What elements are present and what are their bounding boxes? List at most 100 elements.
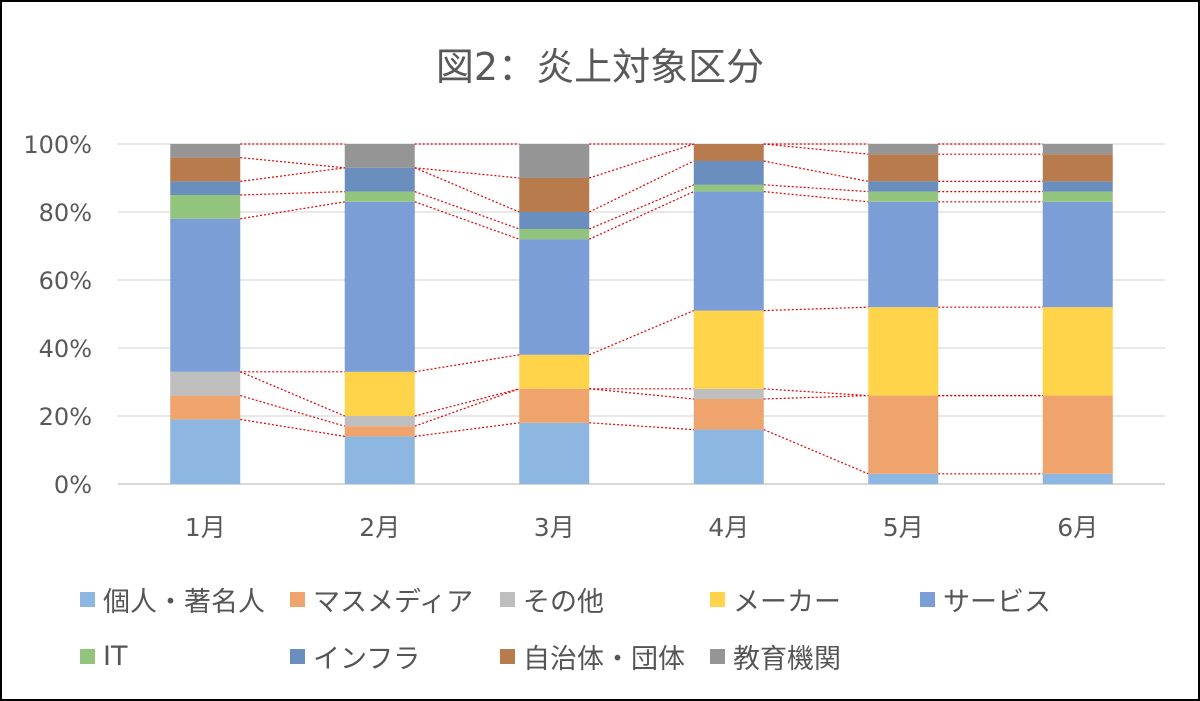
bar-segment xyxy=(344,167,415,192)
series-line xyxy=(240,395,345,427)
legend-item: 個人・著名人 xyxy=(80,583,265,618)
bar-segment xyxy=(868,191,939,202)
series-line xyxy=(240,418,345,437)
series-line xyxy=(414,201,520,240)
series-line xyxy=(414,354,520,373)
legend-item: 教育機関 xyxy=(710,640,841,675)
bar-segment xyxy=(519,422,590,484)
x-tick-label: 2月 xyxy=(359,513,400,542)
legend-label: インフラ xyxy=(313,643,421,675)
series-line xyxy=(763,429,869,475)
series-line xyxy=(763,184,869,193)
series-line xyxy=(589,191,694,240)
legend-label: その他 xyxy=(523,586,604,618)
bar-segment xyxy=(519,239,590,355)
series-line xyxy=(763,395,869,400)
bar-segment xyxy=(693,191,764,311)
bar-segment xyxy=(868,473,939,484)
bar-segment xyxy=(344,426,415,437)
bar-segment xyxy=(693,161,764,185)
bar-segment xyxy=(1042,144,1113,155)
legend-label: IT xyxy=(103,640,128,672)
x-tick-label: 5月 xyxy=(883,513,924,542)
series-line xyxy=(588,160,695,213)
bar-segment xyxy=(519,178,590,212)
bar-segment xyxy=(170,371,241,396)
series-line xyxy=(763,388,869,397)
legend-swatch xyxy=(500,648,515,664)
series-line xyxy=(414,388,520,417)
series-line xyxy=(414,167,520,213)
bar-segment xyxy=(170,395,241,420)
bar-segment xyxy=(344,144,415,168)
legend-swatch xyxy=(80,648,95,664)
legend-swatch xyxy=(710,591,725,607)
series-line xyxy=(414,388,520,427)
x-tick-label: 6月 xyxy=(1057,513,1098,542)
series-line xyxy=(763,191,869,203)
series-line xyxy=(589,388,694,400)
bar-segment xyxy=(344,371,415,416)
legend-item: メーカー xyxy=(710,583,841,618)
bar-segment xyxy=(519,212,590,229)
y-tick-label: 80% xyxy=(39,199,92,227)
legend-label: 個人・著名人 xyxy=(103,586,265,618)
bar-segment xyxy=(868,144,939,155)
series-line xyxy=(414,422,520,437)
bar-segment xyxy=(868,395,939,474)
bar-segment xyxy=(1042,191,1113,202)
bar-segment xyxy=(170,157,241,182)
bar-segment xyxy=(868,181,939,192)
bar-segment xyxy=(693,399,764,430)
series-line xyxy=(763,160,869,182)
legend-item: 自治体・団体 xyxy=(500,640,685,675)
legend-label: マスメディア xyxy=(313,586,474,618)
y-tick-label: 100% xyxy=(23,131,92,159)
bar-segment xyxy=(519,354,590,389)
bar-segment xyxy=(1042,473,1113,484)
bar-segment xyxy=(693,144,764,161)
bar-segment xyxy=(1042,395,1113,474)
legend-item: IT xyxy=(80,640,127,672)
bar-segment xyxy=(1042,181,1113,192)
x-tick-label: 1月 xyxy=(185,513,226,542)
series-line xyxy=(414,191,520,230)
legend-label: 教育機関 xyxy=(733,643,841,675)
y-tick-label: 0% xyxy=(54,471,92,499)
legend-label: 自治体・団体 xyxy=(523,643,685,675)
legend-item: マスメディア xyxy=(290,583,473,618)
legend-item: その他 xyxy=(500,583,604,618)
bar-segment xyxy=(868,307,939,396)
x-tick-label: 3月 xyxy=(534,513,575,542)
bar-segment xyxy=(1042,307,1113,396)
series-line xyxy=(414,167,520,179)
legend-swatch xyxy=(500,591,515,607)
legend-item: インフラ xyxy=(290,640,420,675)
series-line xyxy=(240,157,345,169)
legend-swatch xyxy=(290,591,305,607)
series-line xyxy=(240,201,345,220)
bar-segment xyxy=(693,184,764,192)
bar-segment xyxy=(519,229,590,240)
bar-segment xyxy=(344,436,415,484)
y-tick-label: 40% xyxy=(39,335,92,363)
bar-segment xyxy=(519,388,590,423)
series-line xyxy=(589,422,694,431)
bar-segment xyxy=(693,388,764,399)
bar-segment xyxy=(1042,201,1113,308)
series-line xyxy=(240,167,345,182)
bar-segment xyxy=(170,218,241,372)
bar-segment xyxy=(344,416,415,427)
chart-title: 図2：炎上対象区分 xyxy=(436,45,764,89)
bar-segment xyxy=(693,429,764,484)
legend-label: サービス xyxy=(943,586,1051,618)
series-line xyxy=(240,191,345,196)
bar-segment xyxy=(344,191,415,202)
bar-segment xyxy=(170,419,241,484)
bar-segment xyxy=(868,201,939,308)
series-line xyxy=(589,184,694,230)
series-line xyxy=(763,143,869,155)
legend-swatch xyxy=(80,591,95,607)
bar-segment xyxy=(519,144,590,178)
